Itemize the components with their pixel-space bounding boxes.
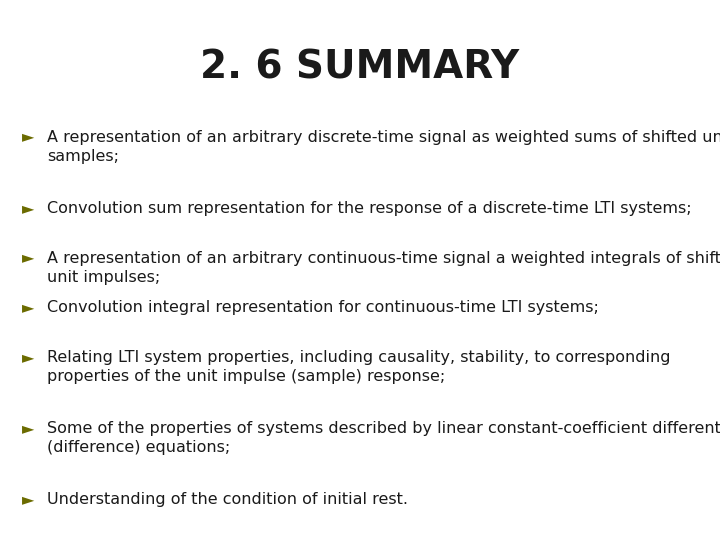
Text: ►: ► [22, 251, 34, 266]
Text: ►: ► [22, 201, 34, 216]
Text: ►: ► [22, 300, 34, 315]
Text: ►: ► [22, 130, 34, 145]
Text: A representation of an arbitrary continuous-time signal a weighted integrals of : A representation of an arbitrary continu… [47, 251, 720, 285]
Text: Understanding of the condition of initial rest.: Understanding of the condition of initia… [47, 492, 408, 508]
Text: ►: ► [22, 492, 34, 508]
Text: Some of the properties of systems described by linear constant-coefficient diffe: Some of the properties of systems descri… [47, 421, 720, 455]
Text: Convolution integral representation for continuous-time LTI systems;: Convolution integral representation for … [47, 300, 598, 315]
Text: Convolution sum representation for the response of a discrete-time LTI systems;: Convolution sum representation for the r… [47, 201, 691, 216]
Text: Relating LTI system properties, including causality, stability, to corresponding: Relating LTI system properties, includin… [47, 350, 670, 384]
Text: ►: ► [22, 350, 34, 365]
Text: A representation of an arbitrary discrete-time signal as weighted sums of shifte: A representation of an arbitrary discret… [47, 130, 720, 164]
Text: 2. 6 SUMMARY: 2. 6 SUMMARY [200, 49, 520, 86]
Text: ►: ► [22, 421, 34, 436]
